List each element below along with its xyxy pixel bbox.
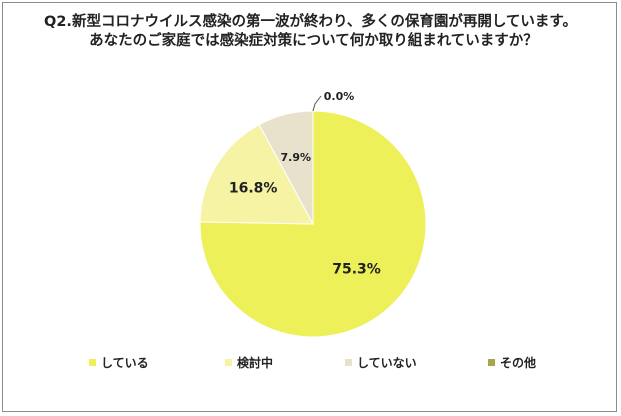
pie-slice-kentouchu <box>199 123 314 225</box>
slice-label-kentouchu: 16.8% <box>229 181 278 197</box>
slice-labels: 75.3% 16.8% 7.9% 0.0% <box>229 90 381 277</box>
title-line-2: あなたのご家庭では感染症対策について何か取り組まれていますか？ <box>89 33 538 49</box>
slice-label-shiteinai: 7.9% <box>281 151 312 164</box>
legend-swatch <box>225 359 232 366</box>
pie-slices <box>199 110 427 338</box>
legend-label: している <box>101 356 149 370</box>
legend-item-shiteinai: していない <box>345 354 417 371</box>
legend-item-kentouchu: 検討中 <box>225 354 273 371</box>
legend-label: その他 <box>500 356 537 370</box>
legend-swatch <box>89 359 96 366</box>
legend-swatch <box>488 359 495 366</box>
chart-title: Q2.新型コロナウイルス感染の第一波が終わり、多くの保育園が再開しています。 あ… <box>3 13 618 51</box>
legend-swatch <box>345 359 352 366</box>
title-line-1: Q2.新型コロナウイルス感染の第一波が終わり、多くの保育園が再開しています。 <box>44 14 577 30</box>
chart-frame: Q2.新型コロナウイルス感染の第一波が終わり、多くの保育園が再開しています。 あ… <box>2 2 617 412</box>
legend-item-shiteiru: している <box>89 354 149 371</box>
slice-label-sonota: 0.0% <box>324 90 355 103</box>
callout-line-sonota <box>312 95 322 112</box>
pie-slice-shiteiru <box>199 110 427 338</box>
legend-label: していない <box>357 356 417 370</box>
legend-item-sonota: その他 <box>488 354 536 371</box>
legend-label: 検討中 <box>237 356 274 370</box>
slice-label-shiteiru: 75.3% <box>332 261 381 277</box>
pie-slice-shiteinai <box>258 110 314 225</box>
